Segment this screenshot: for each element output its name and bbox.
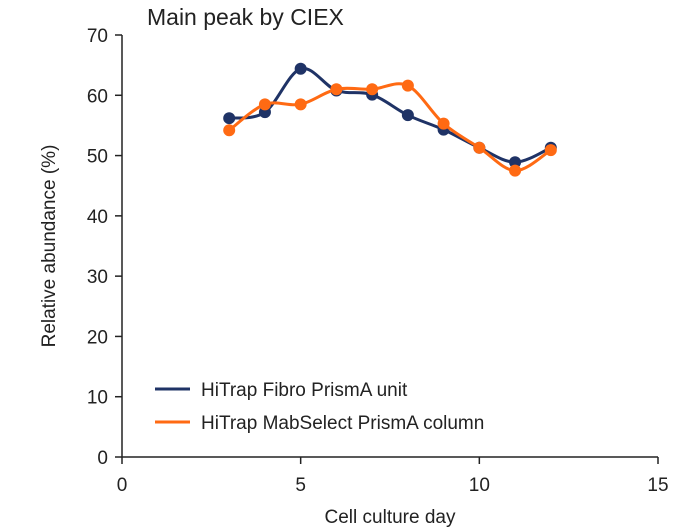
y-tick-label: 30: [87, 267, 108, 288]
x-tick-label: 0: [117, 475, 128, 496]
data-point: [401, 109, 414, 122]
data-point: [223, 112, 236, 125]
data-point: [544, 144, 557, 157]
data-point: [366, 83, 379, 96]
y-tick-label: 20: [87, 327, 108, 348]
data-point: [473, 141, 486, 154]
data-point: [330, 83, 343, 96]
y-tick-label: 60: [87, 86, 108, 107]
y-tick-label: 40: [87, 207, 108, 228]
x-tick-label: 5: [295, 475, 306, 496]
legend-label: HiTrap MabSelect PrismA column: [201, 413, 484, 434]
data-point: [509, 156, 522, 169]
series-1: [223, 62, 557, 169]
series-2: [223, 79, 557, 177]
series-line: [228, 66, 552, 164]
chart-title: Main peak by CIEX: [147, 4, 344, 30]
data-point: [401, 79, 414, 92]
x-axis-label: Cell culture day: [325, 507, 456, 528]
data-point: [223, 124, 236, 137]
data-point: [509, 164, 522, 177]
y-tick-label: 50: [87, 147, 108, 168]
x-tick-label: 15: [647, 475, 668, 496]
data-point: [437, 117, 450, 130]
y-tick-label: 70: [87, 26, 108, 47]
data-point: [294, 98, 307, 111]
data-point: [258, 98, 271, 111]
y-axis-label: Relative abundance (%): [39, 145, 60, 348]
data-point: [294, 62, 307, 75]
y-tick-label: 10: [87, 388, 108, 409]
y-tick-label: 0: [97, 448, 108, 469]
x-tick-label: 10: [469, 475, 490, 496]
series-line: [228, 82, 552, 173]
legend-label: HiTrap Fibro PrismA unit: [201, 380, 408, 401]
